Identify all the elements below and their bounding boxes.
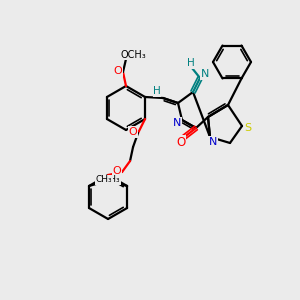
Text: CH₃: CH₃	[96, 176, 112, 184]
Text: N: N	[209, 137, 217, 147]
Text: S: S	[244, 123, 252, 133]
Text: O: O	[129, 127, 137, 137]
Text: O: O	[114, 66, 122, 76]
Text: N: N	[173, 118, 181, 128]
Text: OCH₃: OCH₃	[120, 50, 146, 60]
Text: H: H	[153, 86, 161, 96]
Text: O: O	[176, 136, 186, 148]
Text: CH₃: CH₃	[104, 176, 120, 184]
Text: O: O	[113, 166, 122, 176]
Text: H: H	[187, 58, 195, 68]
Text: N: N	[201, 69, 209, 79]
